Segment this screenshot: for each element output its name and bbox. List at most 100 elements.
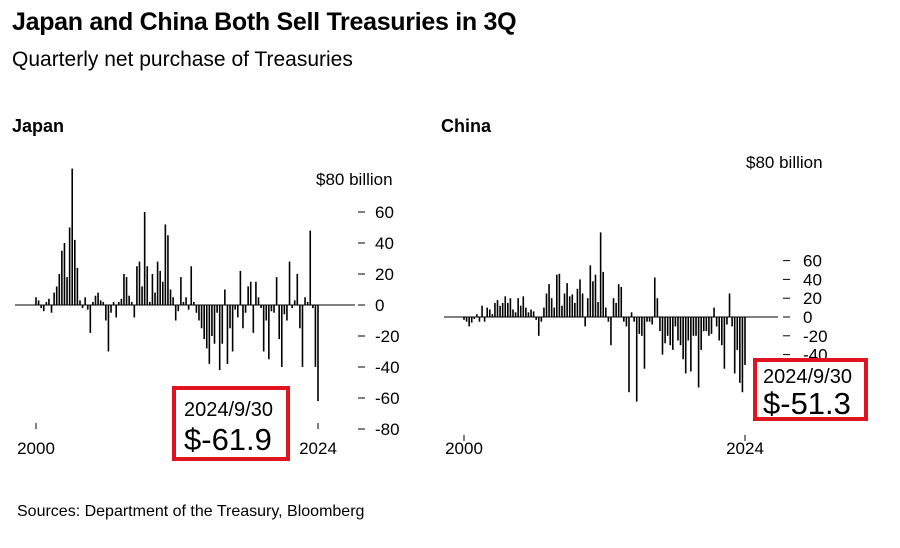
japan-bar <box>260 305 262 309</box>
japan-bar <box>141 286 143 305</box>
china-bar <box>744 317 746 365</box>
japan-bar <box>190 266 193 305</box>
source-note: Sources: Department of the Treasury, Blo… <box>17 503 365 520</box>
china-callout-date: 2024/9/30 <box>763 366 852 388</box>
china-bar <box>705 317 708 332</box>
japan-bar <box>221 305 224 344</box>
japan-bar <box>125 277 128 305</box>
japan-bar <box>226 305 229 364</box>
china-bar <box>499 305 501 317</box>
china-bar <box>648 317 651 322</box>
japan-bar <box>234 305 237 310</box>
china-bar <box>550 298 553 317</box>
japan-bar <box>198 305 200 321</box>
china-bar <box>501 302 504 317</box>
china-bar <box>470 317 473 323</box>
japan-bar <box>174 305 177 321</box>
japan-bar <box>84 297 86 305</box>
china-bar <box>561 305 563 317</box>
china-bar <box>602 271 605 317</box>
china-bar <box>736 317 739 350</box>
japan-bar <box>156 261 159 305</box>
china-bar <box>633 317 635 322</box>
japan-bar <box>291 305 293 309</box>
japan-bar <box>249 281 252 305</box>
china-bar <box>713 307 715 317</box>
china-panel-title: China <box>441 116 492 136</box>
china-bar <box>486 307 488 317</box>
china-bar <box>548 284 550 317</box>
japan-x-tick-label: 2024 <box>299 439 337 458</box>
china-bar <box>687 317 690 341</box>
china-bar <box>512 309 514 317</box>
china-bar <box>463 317 465 320</box>
china-bar <box>568 296 571 317</box>
china-bar <box>604 307 607 317</box>
china-bar <box>677 317 679 341</box>
china-bar <box>597 301 599 317</box>
china-bar <box>514 312 517 317</box>
china-bar <box>610 317 612 346</box>
japan-y-tick-label: -60 <box>375 389 400 408</box>
japan-bar <box>268 305 270 360</box>
japan-bar <box>58 274 61 305</box>
japan-unit-label: $80 billion <box>316 170 393 189</box>
japan-bar <box>257 297 260 305</box>
japan-bar <box>115 305 117 318</box>
china-x-tick-label: 2000 <box>445 439 483 458</box>
japan-bar <box>280 305 283 367</box>
china-bar <box>535 317 537 320</box>
china-bar <box>710 317 713 334</box>
china-bar <box>483 317 486 322</box>
china-bar <box>481 305 483 317</box>
japan-bar <box>286 305 288 321</box>
china-bar <box>718 317 721 341</box>
japan-bar <box>136 266 138 305</box>
china-bar <box>491 314 494 317</box>
china-bar <box>465 317 468 322</box>
japan-bar <box>262 305 265 352</box>
china-bar <box>576 288 579 317</box>
china-y-tick-label: 0 <box>803 308 812 327</box>
china-bar <box>468 317 470 327</box>
japan-bar <box>265 305 268 321</box>
japan-bar <box>97 292 99 305</box>
china-bar <box>726 317 728 325</box>
china-bar <box>656 298 659 317</box>
japan-bar <box>164 224 167 305</box>
china-bar <box>476 314 478 317</box>
china-bar <box>507 302 509 317</box>
china-bar <box>532 311 535 317</box>
japan-latest-callout: 2024/9/30 $-61.9 <box>172 386 290 461</box>
japan-callout-value: $-61.9 <box>184 422 272 457</box>
japan-bar <box>37 300 40 305</box>
china-bar <box>478 317 481 322</box>
japan-bar <box>92 301 94 305</box>
china-bar <box>556 274 558 317</box>
china-bar <box>586 298 589 317</box>
japan-bar <box>213 305 216 344</box>
japan-bar <box>317 305 319 402</box>
china-bar <box>679 317 682 346</box>
china-bar <box>617 284 620 317</box>
japan-bar <box>211 305 213 336</box>
japan-bar <box>203 305 205 340</box>
china-bar <box>615 302 617 317</box>
china-bar <box>488 309 491 317</box>
japan-bar <box>74 239 76 305</box>
china-bar <box>537 317 540 336</box>
china-bar <box>651 317 653 325</box>
japan-bar <box>45 301 48 305</box>
china-unit-label: $80 billion <box>746 153 823 172</box>
china-bar <box>682 317 684 360</box>
japan-bar <box>53 292 55 305</box>
china-bar <box>584 317 586 327</box>
china-bar <box>504 296 507 317</box>
japan-callout-date: 2024/9/30 <box>184 399 273 421</box>
china-y-tick-label: 60 <box>803 252 822 271</box>
japan-bar <box>79 300 81 305</box>
japan-panel-title: Japan <box>12 116 65 136</box>
japan-bar <box>301 305 304 367</box>
japan-y-tick-label: -20 <box>375 327 400 346</box>
japan-y-tick-label: -80 <box>375 420 400 439</box>
